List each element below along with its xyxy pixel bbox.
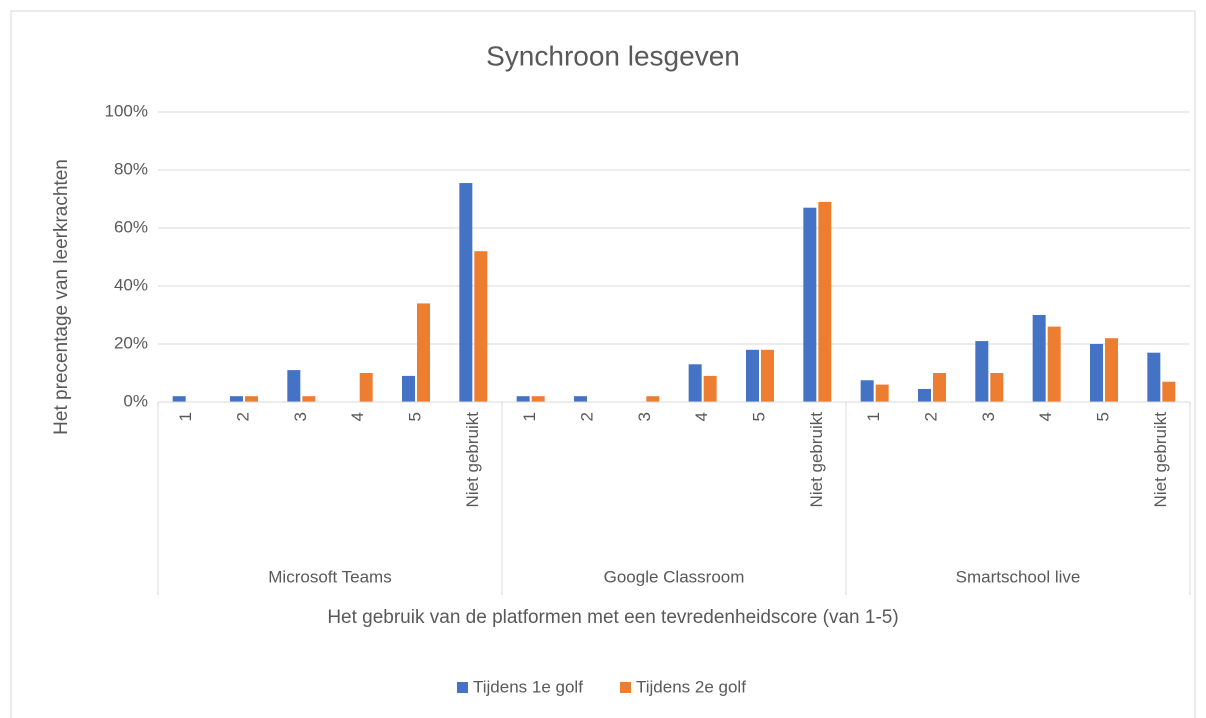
x-tick-label: Niet gebruikt	[1151, 412, 1170, 508]
x-tick-label: 5	[405, 412, 424, 421]
bar	[990, 373, 1004, 402]
legend-swatch	[457, 682, 468, 693]
y-tick-label: 0%	[123, 391, 148, 410]
bar	[302, 396, 316, 402]
bar	[746, 349, 759, 402]
y-tick-label: 20%	[114, 333, 148, 352]
x-tick-label: 4	[348, 412, 367, 421]
y-tick-label: 60%	[114, 217, 148, 236]
bar	[531, 396, 545, 402]
x-tick-label: Niet gebruikt	[807, 412, 826, 508]
bar	[761, 349, 774, 402]
y-tick-label: 40%	[114, 275, 148, 294]
bar	[1105, 338, 1118, 402]
bar	[516, 396, 530, 402]
x-tick-label: 5	[749, 412, 768, 421]
x-tick-label: 1	[864, 412, 883, 421]
legend-label: Tijdens 2e golf	[636, 677, 746, 696]
legend-label: Tijdens 1e golf	[473, 677, 583, 696]
bar	[172, 396, 186, 402]
x-tick-label: Niet gebruikt	[463, 412, 482, 508]
y-tick-label: 80%	[114, 159, 148, 178]
bar	[245, 396, 258, 402]
group-label: Smartschool live	[956, 567, 1081, 586]
bar	[803, 207, 817, 402]
bar	[230, 396, 243, 402]
y-axis-title: Het precentage van leerkrachten	[51, 159, 72, 435]
bar	[818, 201, 832, 402]
bar	[287, 370, 301, 402]
group-label: Microsoft Teams	[268, 567, 391, 586]
x-tick-label: 3	[979, 412, 998, 421]
y-tick-label: 100%	[105, 101, 148, 120]
group-label: Google Classroom	[604, 567, 745, 586]
bar	[975, 341, 989, 402]
bar	[1147, 352, 1161, 402]
bar	[1032, 315, 1046, 402]
bar	[918, 388, 931, 402]
x-tick-label: 3	[291, 412, 310, 421]
bar	[933, 373, 946, 402]
bar	[402, 375, 415, 402]
bar	[1047, 326, 1061, 402]
bar	[574, 396, 587, 402]
bar	[875, 384, 889, 402]
bar	[860, 380, 874, 402]
chart-border	[10, 10, 1196, 718]
x-tick-label: 5	[1093, 412, 1112, 421]
x-tick-label: 2	[233, 412, 252, 421]
x-tick-label: 3	[635, 412, 654, 421]
bar	[688, 364, 702, 402]
bar	[1090, 344, 1103, 402]
bar	[646, 396, 660, 402]
x-tick-label: 4	[1036, 412, 1055, 421]
x-tick-label: 4	[692, 412, 711, 421]
legend-swatch	[620, 682, 631, 693]
bar	[459, 183, 473, 402]
x-axis-title: Het gebruik van de platformen met een te…	[327, 607, 898, 628]
bar	[417, 303, 430, 402]
bar	[474, 251, 488, 402]
x-tick-label: 2	[921, 412, 940, 421]
bar	[703, 375, 717, 402]
bar	[359, 373, 373, 402]
x-tick-label: 1	[520, 412, 539, 421]
bar	[1162, 381, 1176, 402]
x-tick-label: 2	[577, 412, 596, 421]
x-tick-label: 1	[176, 412, 195, 421]
chart-title: Synchroon lesgeven	[486, 40, 740, 71]
